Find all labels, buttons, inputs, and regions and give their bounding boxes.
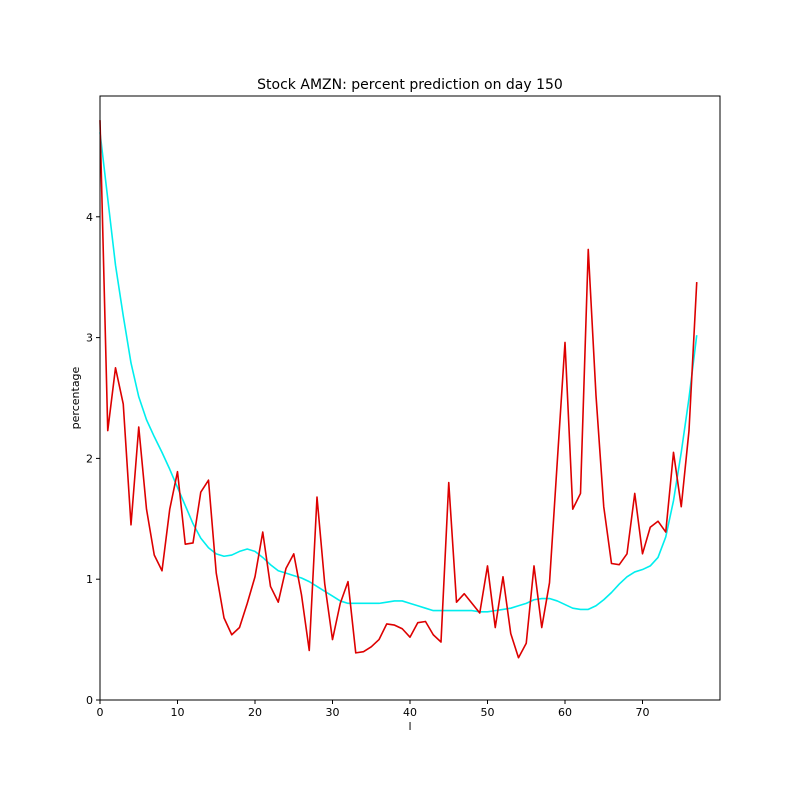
x-tick-label: 30 (326, 706, 340, 719)
cyan-series-line (99, 132, 698, 613)
x-tick-label: 40 (403, 706, 417, 719)
y-tick-label: 3 (86, 332, 93, 345)
x-tick-label: 20 (248, 706, 262, 719)
x-tick-label: 50 (481, 706, 495, 719)
plot-area (99, 120, 698, 659)
y-tick-label: 4 (86, 211, 93, 224)
y-tick-label: 0 (86, 694, 93, 707)
chart-title: Stock AMZN: percent prediction on day 15… (257, 77, 563, 93)
x-tick-label: 10 (171, 706, 185, 719)
x-tick-label: 60 (558, 706, 572, 719)
y-axis-label: percentage (69, 366, 82, 429)
x-axis-label: l (408, 720, 411, 733)
red-series-line (99, 120, 698, 659)
x-axis: 0 10 20 30 40 50 60 70 (97, 700, 650, 719)
y-tick-label: 2 (86, 452, 93, 465)
y-tick-label: 1 (86, 573, 93, 586)
x-tick-label: 70 (636, 706, 650, 719)
y-axis: 0 1 2 3 4 (86, 211, 100, 707)
plot-frame (99, 95, 721, 701)
x-tick-label: 0 (97, 706, 104, 719)
